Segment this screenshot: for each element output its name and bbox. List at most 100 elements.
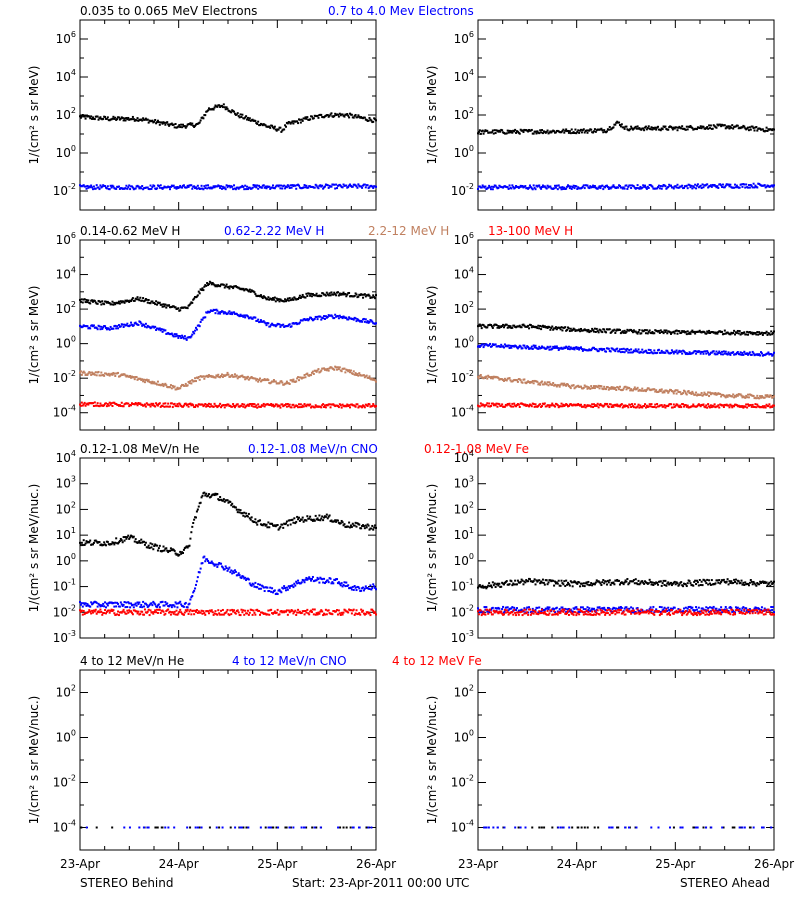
- data-point: [347, 370, 350, 373]
- data-point: [290, 186, 293, 189]
- data-point: [207, 375, 210, 378]
- data-point: [206, 403, 209, 406]
- data-point: [186, 606, 189, 609]
- data-point: [91, 371, 94, 374]
- data-point: [235, 113, 238, 116]
- data-point: [666, 390, 669, 393]
- data-point: [278, 527, 281, 530]
- data-point: [249, 290, 252, 293]
- data-point: [196, 377, 199, 380]
- data-point: [746, 330, 749, 333]
- data-point: [156, 380, 159, 383]
- data-point: [494, 343, 497, 346]
- data-point: [184, 126, 187, 129]
- data-point: [752, 182, 755, 185]
- data-point: [288, 403, 291, 406]
- data-point: [139, 321, 142, 324]
- data-point: [295, 520, 298, 523]
- data-point: [84, 602, 87, 605]
- data-point: [718, 350, 721, 353]
- data-point: [609, 403, 612, 406]
- data-point: [190, 335, 193, 338]
- data-point: [252, 609, 255, 612]
- data-point: [368, 186, 371, 189]
- data-point: [233, 406, 236, 409]
- data-point: [535, 325, 538, 328]
- data-point: [347, 186, 350, 189]
- data-point: [309, 118, 312, 121]
- data-point: [149, 302, 152, 305]
- data-point: [608, 328, 611, 331]
- data-point: [565, 128, 568, 131]
- data-point: [330, 185, 333, 188]
- data-point: [120, 611, 123, 614]
- data-point: [132, 535, 135, 538]
- data-point: [179, 335, 182, 338]
- data-point: [308, 318, 311, 321]
- data-point: [128, 184, 131, 187]
- y-tick-label: 106: [454, 30, 474, 46]
- data-point: [328, 367, 331, 370]
- y-tick-label: 10-1: [53, 578, 76, 594]
- data-point: [755, 406, 758, 409]
- data-point: [143, 324, 146, 327]
- data-point: [582, 405, 585, 408]
- data-point: [622, 126, 625, 129]
- data-point: [724, 127, 727, 130]
- data-point: [499, 130, 502, 133]
- data-point: [653, 332, 656, 335]
- data-point: [734, 333, 737, 336]
- data-point: [274, 325, 277, 328]
- data-point: [553, 130, 556, 133]
- data-point: [739, 393, 742, 396]
- data-point: [263, 523, 266, 526]
- data-point: [263, 378, 266, 381]
- data-point: [349, 406, 352, 409]
- data-point: [764, 406, 767, 409]
- data-point: [539, 129, 542, 132]
- data-point: [288, 519, 291, 522]
- data-point: [91, 299, 94, 302]
- data-point: [573, 187, 576, 190]
- data-point: [313, 317, 316, 320]
- data-point: [538, 184, 541, 187]
- data-point: [373, 296, 376, 299]
- data-point: [244, 116, 247, 119]
- data-point: [280, 130, 283, 133]
- data-point: [330, 314, 333, 317]
- data-point: [509, 344, 512, 347]
- data-point: [185, 125, 188, 128]
- data-point: [351, 185, 354, 188]
- data-point: [728, 185, 731, 188]
- data-point: [732, 127, 735, 130]
- data-point: [561, 405, 564, 408]
- data-point: [533, 186, 536, 189]
- data-point: [585, 405, 588, 408]
- data-point: [297, 184, 300, 187]
- data-point: [146, 301, 149, 304]
- data-point: [502, 186, 505, 189]
- data-point: [176, 606, 179, 609]
- data-point: [648, 403, 651, 406]
- data-point: [201, 403, 204, 406]
- data-point: [288, 186, 291, 189]
- data-point: [267, 521, 270, 524]
- data-point: [624, 348, 627, 351]
- data-point: [363, 406, 366, 409]
- data-point: [744, 186, 747, 189]
- data-point: [372, 120, 375, 123]
- data-point: [551, 383, 554, 386]
- data-point: [91, 609, 94, 612]
- data-point: [153, 381, 156, 384]
- data-point: [688, 331, 691, 334]
- data-point: [123, 301, 126, 304]
- data-point: [637, 348, 640, 351]
- data-point: [347, 318, 350, 321]
- data-point: [696, 404, 699, 407]
- data-point: [129, 324, 132, 327]
- data-point: [592, 130, 595, 133]
- data-point: [114, 601, 117, 604]
- data-point: [93, 401, 96, 404]
- data-point: [242, 315, 245, 318]
- data-point: [130, 404, 133, 407]
